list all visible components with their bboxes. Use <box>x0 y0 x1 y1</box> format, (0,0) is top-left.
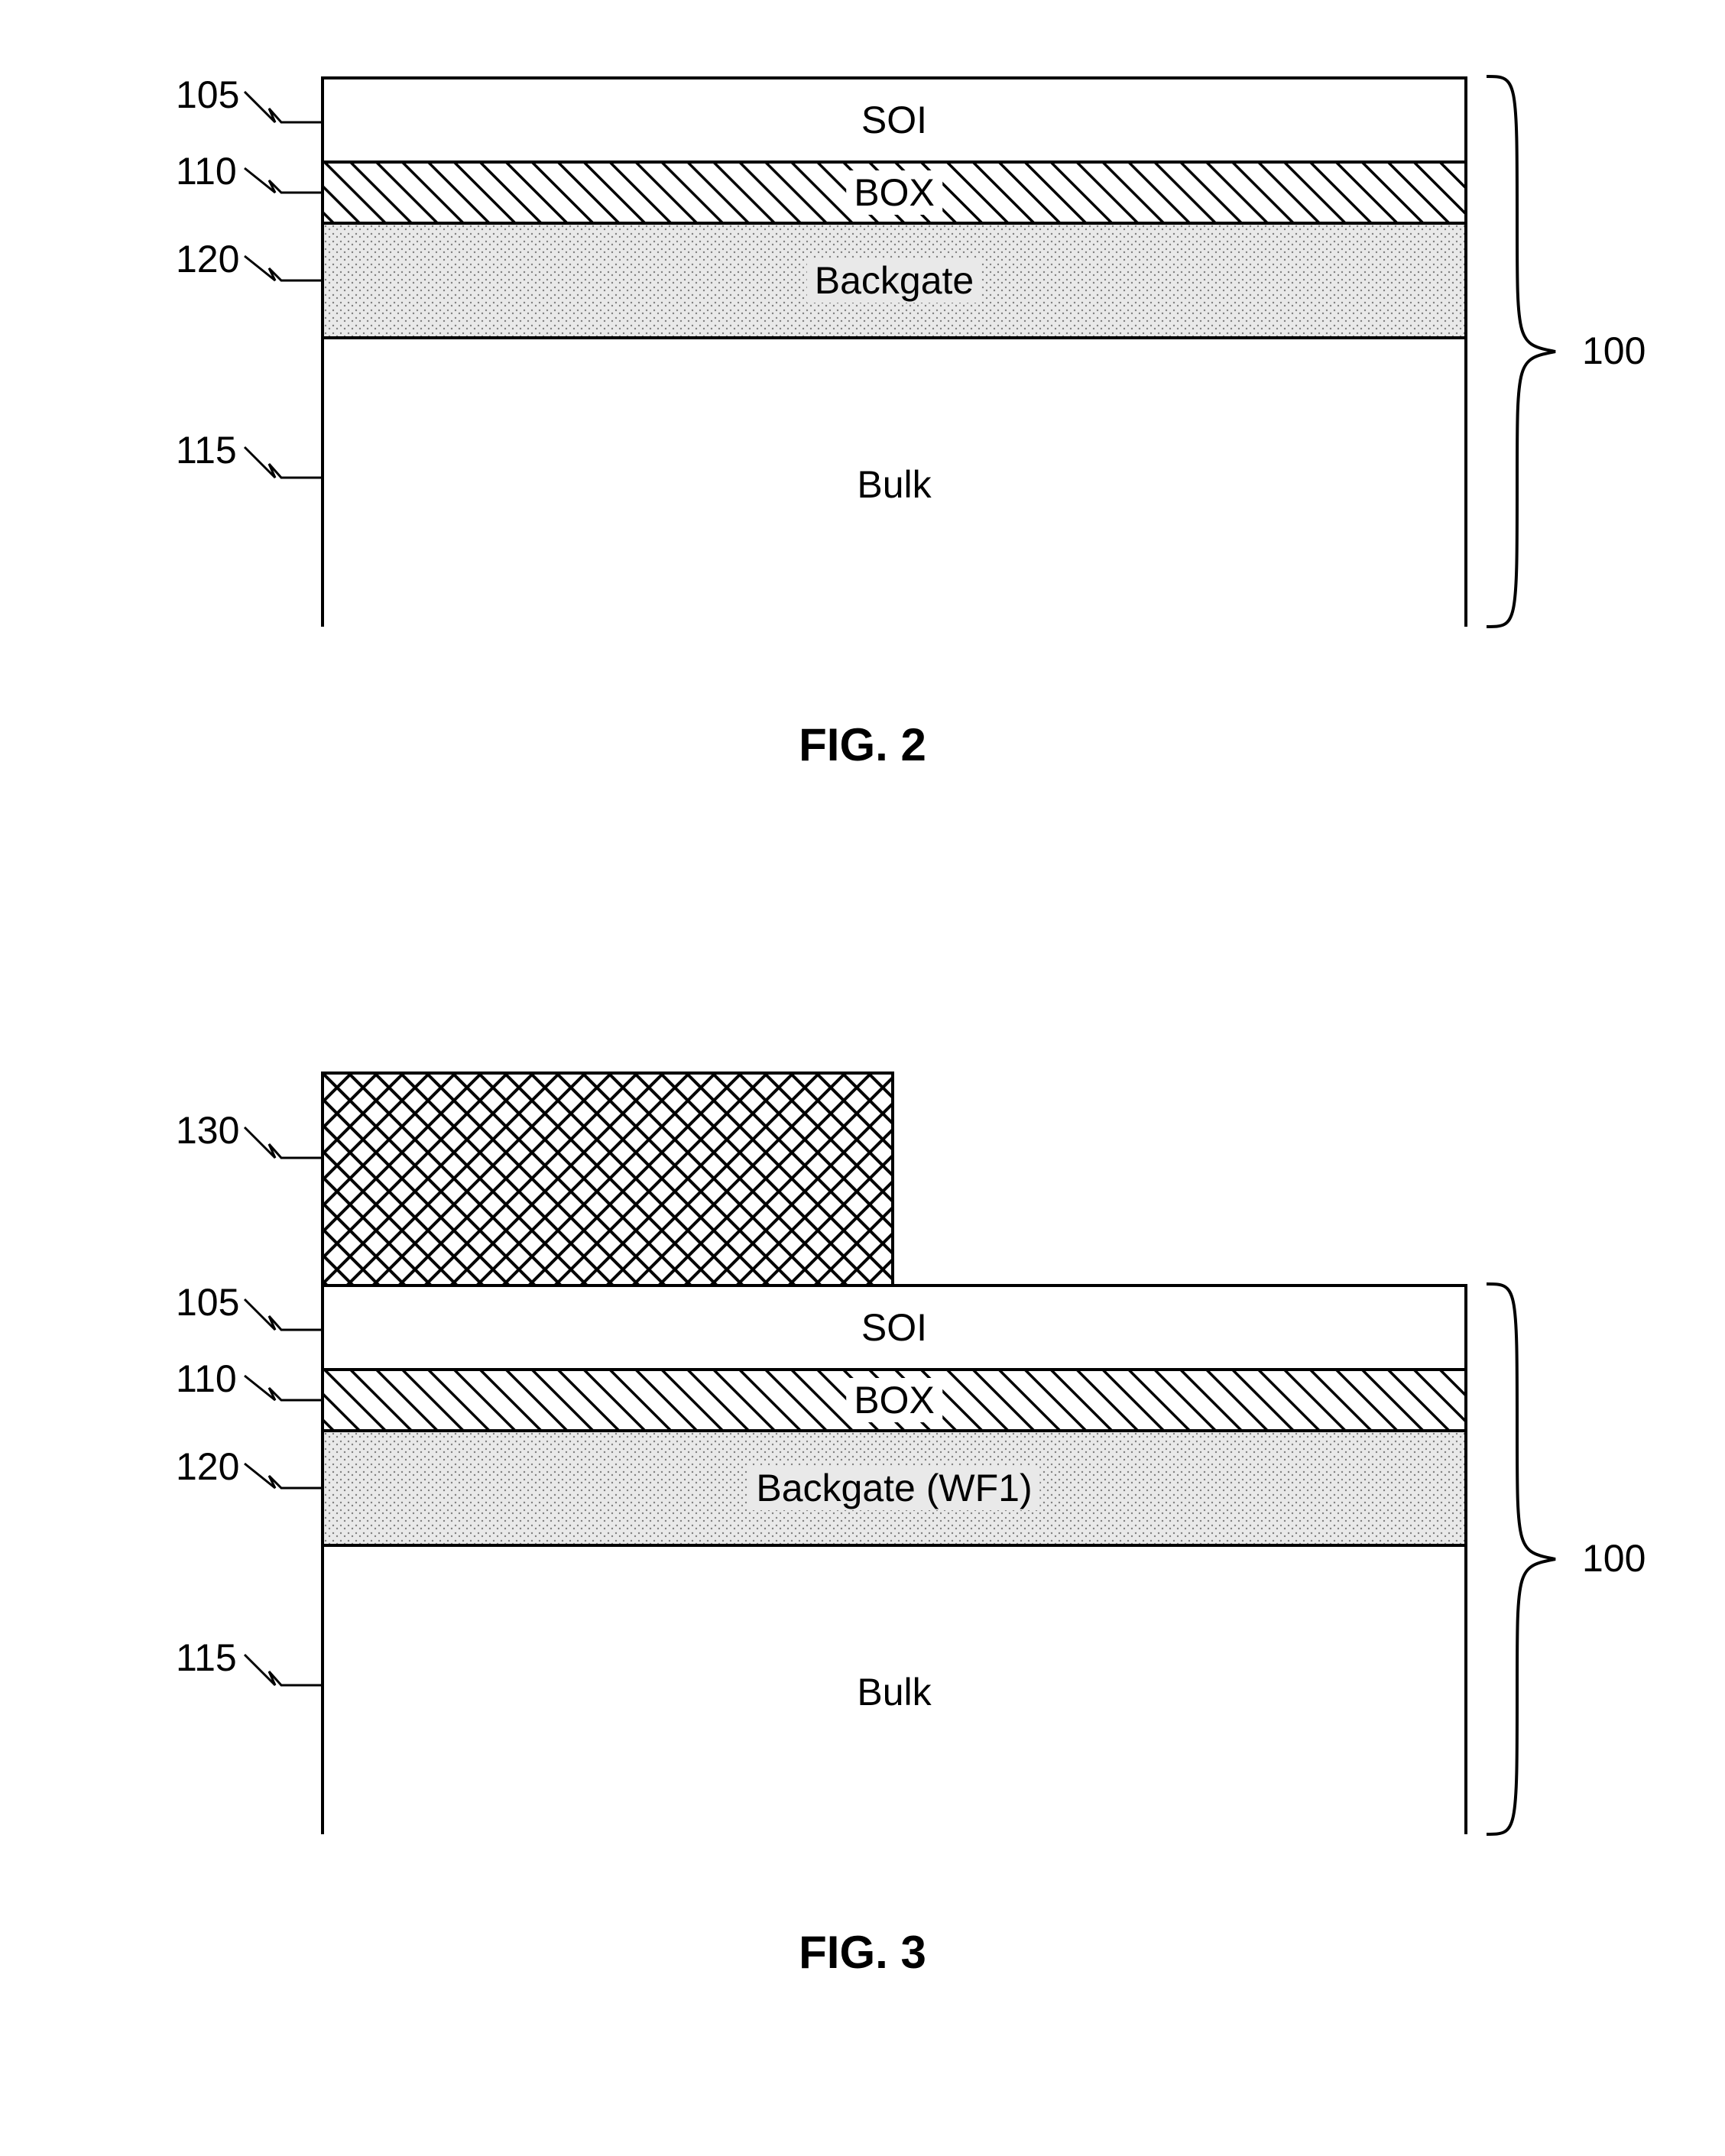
fig2-layer-soi: SOI <box>324 79 1464 164</box>
fig3-ref-115: 115 <box>176 1636 237 1680</box>
fig3-ref-105: 105 <box>176 1280 239 1324</box>
fig2-soi-label: SOI <box>849 98 939 142</box>
fig3-soi-label: SOI <box>849 1305 939 1350</box>
fig2-title: FIG. 2 <box>799 718 926 771</box>
fig2-leader-120 <box>245 256 321 294</box>
fig2-ref-115: 115 <box>176 428 237 472</box>
fig3-mask-block <box>321 1072 894 1285</box>
fig3-leader-120 <box>245 1464 321 1502</box>
fig3-brace <box>1479 1276 1571 1842</box>
fig3-title: FIG. 3 <box>799 1926 926 1979</box>
fig3-leader-130 <box>245 1127 321 1173</box>
fig3-leader-115 <box>245 1655 321 1700</box>
fig3-ref-110: 110 <box>176 1357 237 1401</box>
fig3-layer-soi: SOI <box>324 1287 1464 1371</box>
fig3-leader-105 <box>245 1299 321 1345</box>
fig2-box-label: BOX <box>846 170 942 215</box>
fig2-stack-ref: 100 <box>1582 329 1646 373</box>
fig2-ref-110: 110 <box>176 149 237 193</box>
fig2-leader-105 <box>245 92 321 138</box>
fig2-ref-105: 105 <box>176 73 239 117</box>
fig3-layer-backgate: Backgate (WF1) <box>324 1432 1464 1547</box>
fig3-backgate-label: Backgate (WF1) <box>748 1466 1039 1510</box>
fig2-layer-stack: SOI BOX <box>321 76 1467 627</box>
fig3-mask-crosshatch <box>324 1075 891 1285</box>
page: SOI BOX <box>0 0 1725 2156</box>
fig2-leader-115 <box>245 447 321 493</box>
fig3-layer-stack: SOI BOX <box>321 1284 1467 1834</box>
fig3-leader-110 <box>245 1376 321 1414</box>
fig2-layer-bulk: Bulk <box>324 339 1464 630</box>
fig2-layer-backgate: Backgate <box>324 225 1464 339</box>
fig2-bulk-label: Bulk <box>845 462 943 507</box>
fig2-layer-box: BOX <box>324 164 1464 225</box>
fig2-brace <box>1479 69 1571 634</box>
fig3-stack-ref: 100 <box>1582 1536 1646 1581</box>
fig3-bulk-label: Bulk <box>845 1670 943 1714</box>
fig3-ref-130: 130 <box>176 1108 239 1153</box>
fig3-layer-box: BOX <box>324 1371 1464 1432</box>
fig2-leader-110 <box>245 168 321 206</box>
fig3-layer-bulk: Bulk <box>324 1547 1464 1837</box>
fig2-ref-120: 120 <box>176 237 239 281</box>
fig3-ref-120: 120 <box>176 1444 239 1489</box>
fig3-box-label: BOX <box>846 1378 942 1422</box>
fig2-backgate-label: Backgate <box>807 258 981 303</box>
